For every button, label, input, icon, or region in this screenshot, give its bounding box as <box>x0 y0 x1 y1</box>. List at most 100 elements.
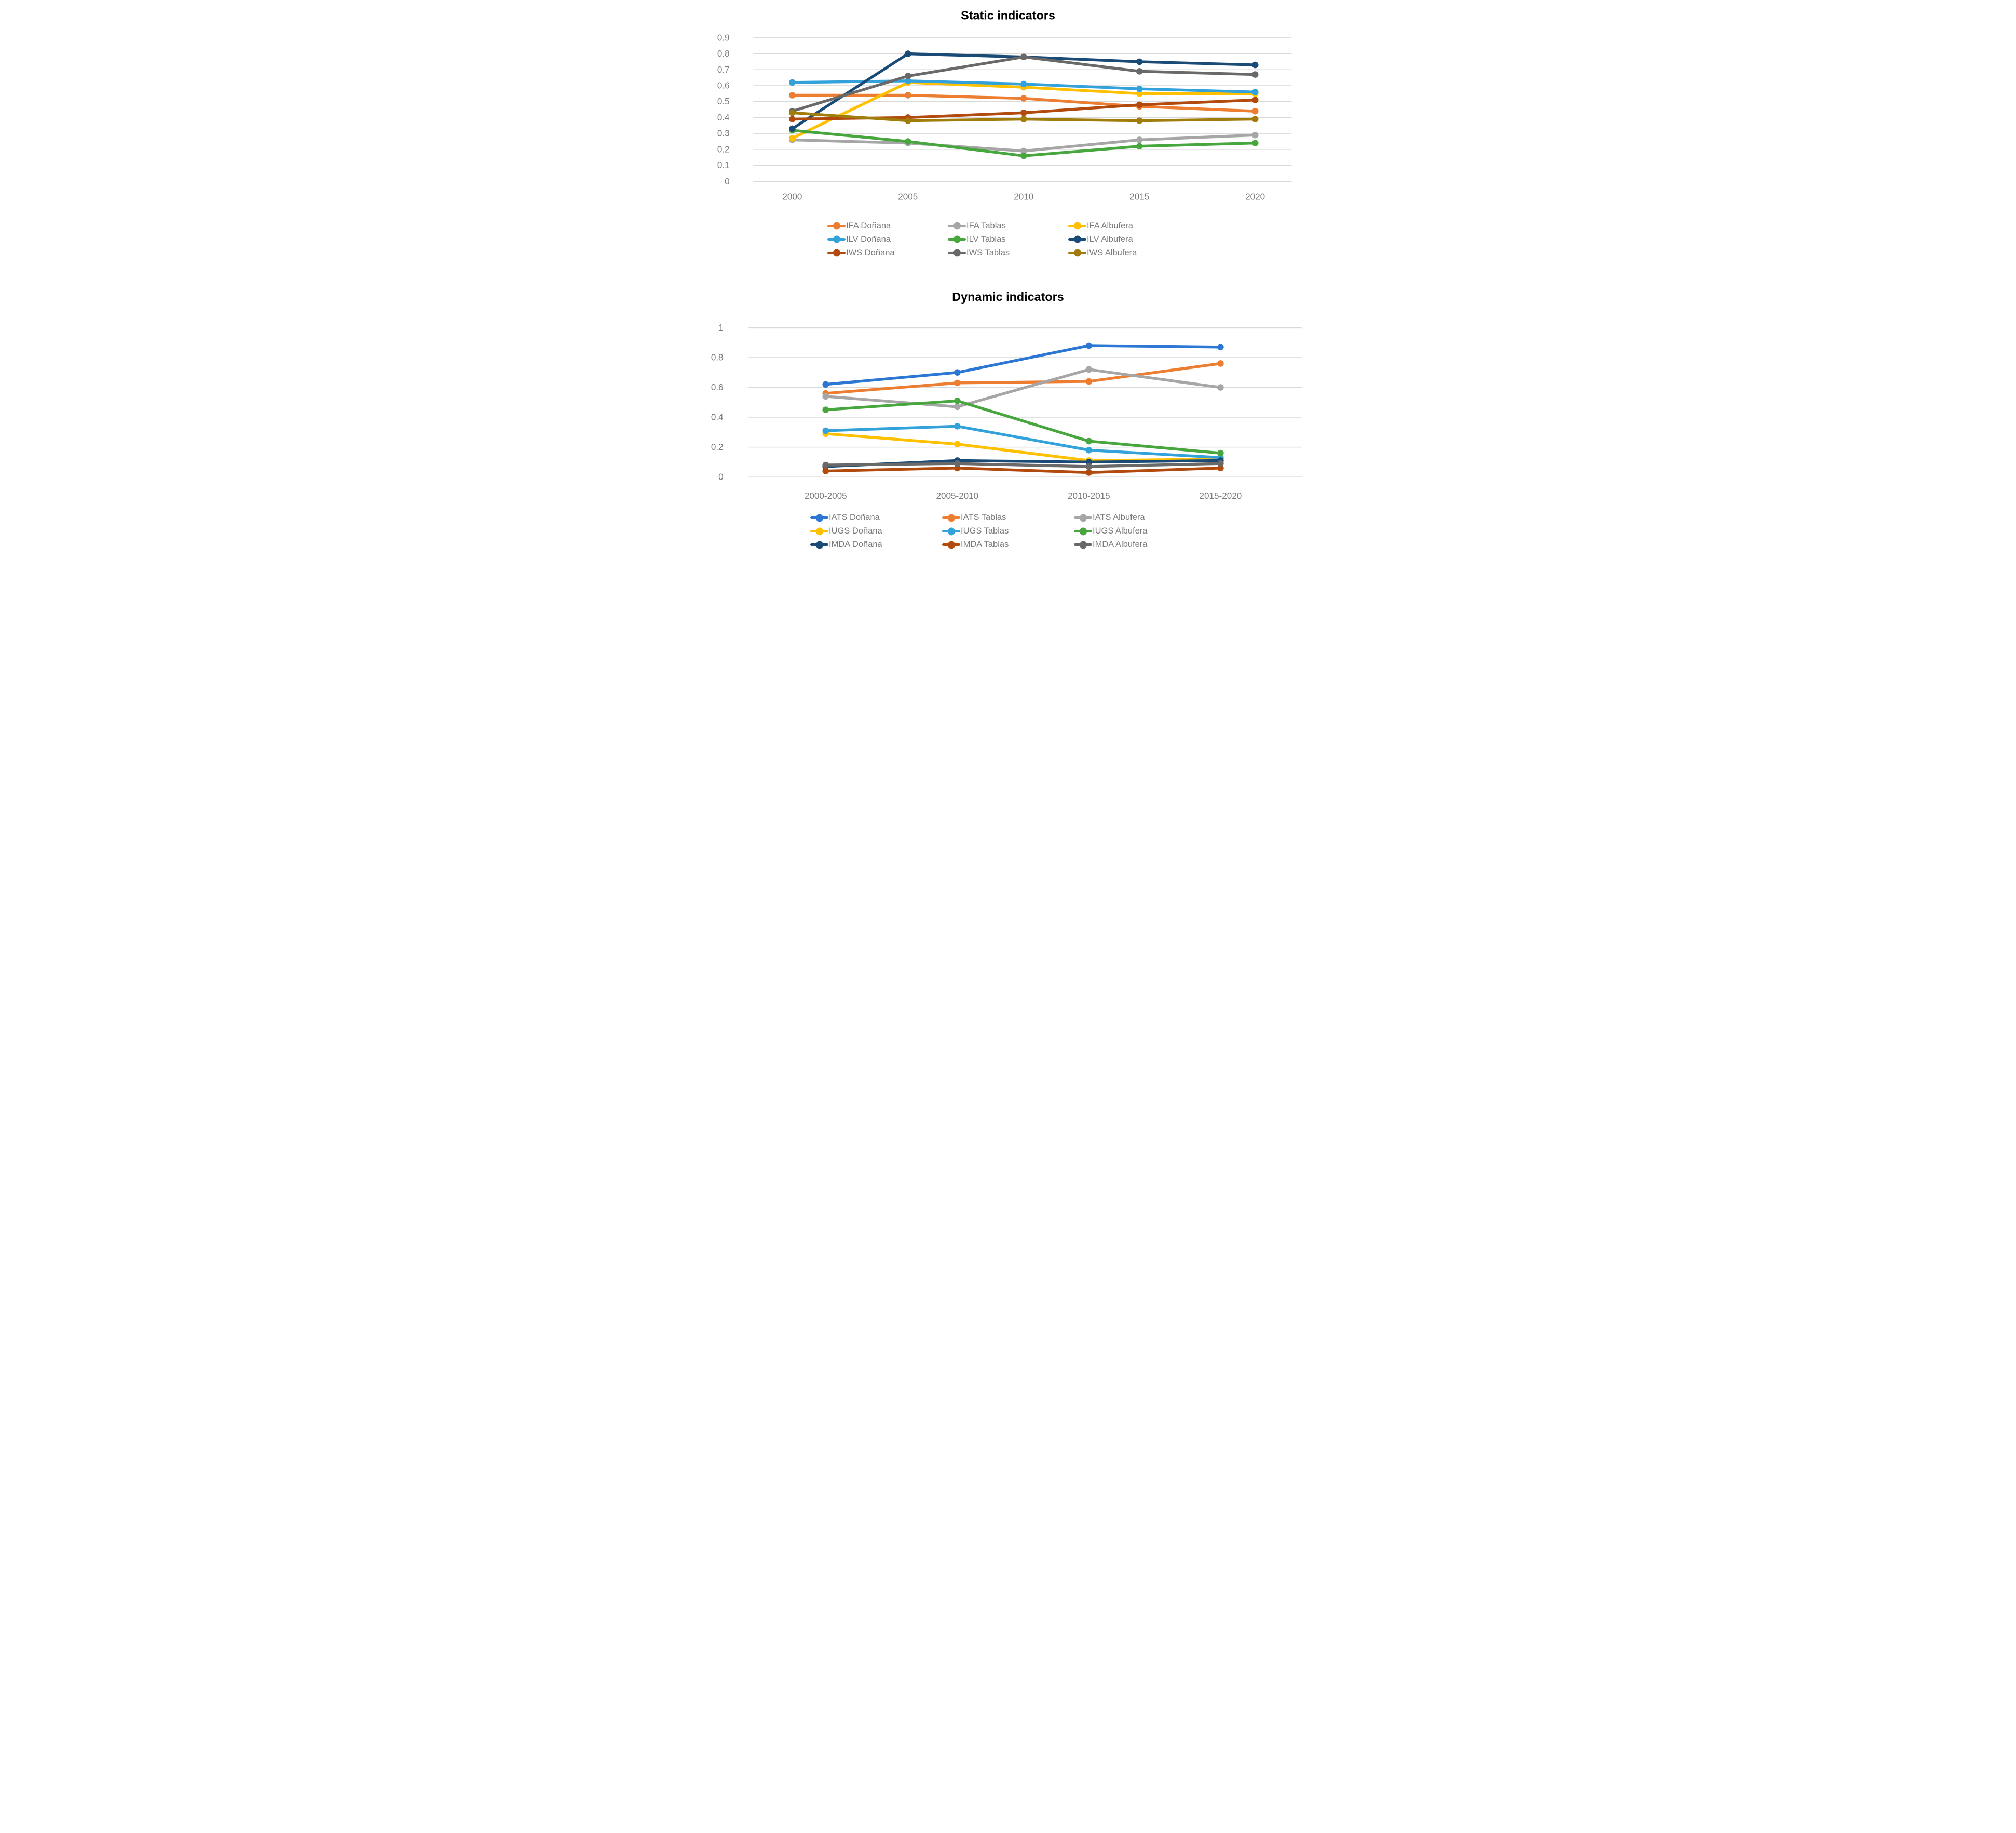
y-tick-label: 1 <box>718 322 724 332</box>
series-line-IMDA-Tablas <box>824 466 1222 474</box>
legend-label: IFA Doñana <box>846 221 891 230</box>
y-tick-label: 0.2 <box>711 442 724 452</box>
static-chart-plot-area: 0.9 0.8 0.7 0.6 0.5 0.4 0.3 0.2 0.1 0 2000 2005 2010… <box>717 33 1292 202</box>
data-point-IFA-Doñana-2005 <box>905 92 911 99</box>
legend-item-IATS-Tablas: IATS Tablas <box>942 511 1074 524</box>
legend-line-marker-icon <box>948 222 966 230</box>
data-point-IWS-Tablas-2010 <box>1020 53 1027 61</box>
data-point-ILV-Doñana-2000 <box>789 79 796 86</box>
legend-item-ILV-Albufera: ILV Albufera <box>1068 233 1189 246</box>
legend-dot-icon <box>815 541 823 549</box>
data-point-IUGS-Albufera-2010-2015 <box>1085 437 1093 444</box>
legend-label: IUGS Albufera <box>1093 526 1148 536</box>
data-point-IUGS-Albufera-2005-2010 <box>954 397 961 404</box>
data-point-IUGS-Albufera-2015-2020 <box>1217 449 1224 456</box>
data-point-IATS-Tablas-2005-2010 <box>954 379 961 386</box>
legend-label: IATS Tablas <box>961 513 1006 523</box>
data-point-ILV-Tablas-2020 <box>1251 140 1259 146</box>
legend-line-marker-icon <box>827 222 846 230</box>
data-point-IFA-Doñana-2020 <box>1251 107 1259 115</box>
legend-label: IATS Doñana <box>829 513 880 523</box>
legend-line-marker-icon <box>942 514 960 522</box>
legend-dot-icon <box>947 514 955 522</box>
figure-page: Static indicators 0.9 0.8 0.7 0.6 0.5 0.4 0.3 0… <box>706 0 1310 561</box>
legend-item-ILV-Doñana: ILV Doñana <box>827 233 948 246</box>
series-line-IATS-Albufera <box>824 367 1222 408</box>
data-point-IMDA-Albufera-2010-2015 <box>1085 463 1093 470</box>
series-line-IUGS-Tablas <box>824 425 1222 459</box>
data-point-IATS-Doñana-2010-2015 <box>1085 342 1093 349</box>
legend-line-marker-icon <box>942 541 960 549</box>
legend-item-IUGS-Tablas: IUGS Tablas <box>942 525 1074 538</box>
data-point-IWS-Tablas-2020 <box>1251 71 1259 78</box>
legend-item-IWS-Tablas: IWS Tablas <box>948 247 1068 259</box>
dynamic-indicators-chart: Dynamic indicators 1 0.8 0.6 0.4 0.2 0 2000-20… <box>711 290 1302 501</box>
y-tick-label: 0.8 <box>711 352 724 362</box>
series-line-IUGS-Doñana <box>824 432 1222 462</box>
legend-line-marker-icon <box>810 514 828 522</box>
data-point-ILV-Tablas-2015 <box>1136 143 1143 150</box>
data-point-IWS-Albufera-2020 <box>1251 116 1259 122</box>
y-tick-label: 0.8 <box>717 49 730 59</box>
y-tick-label: 0.4 <box>717 113 730 122</box>
legend-dot-icon <box>1079 527 1087 536</box>
data-point-IWS-Doñana-2015 <box>1136 101 1143 108</box>
legend-dot-icon <box>947 541 955 549</box>
legend-dot-icon <box>953 235 961 243</box>
legend-label: IFA Albufera <box>1087 221 1133 230</box>
y-tick-label: 0 <box>718 472 724 482</box>
data-point-IWS-Albufera-2000 <box>789 109 796 116</box>
legend-dot-icon <box>1079 514 1087 522</box>
legend-line-marker-icon <box>810 541 828 549</box>
data-point-IMDA-Tablas-2005-2010 <box>954 464 961 471</box>
data-point-ILV-Doñana-2020 <box>1251 89 1259 95</box>
data-point-ILV-Doñana-2015 <box>1136 85 1143 92</box>
legend-label: ILV Albufera <box>1087 234 1133 244</box>
y-tick-label: 0.3 <box>717 129 730 139</box>
legend-line-marker-icon <box>827 235 846 243</box>
y-tick-label: 0.5 <box>717 97 730 106</box>
x-tick-label: 2015-2020 <box>1200 491 1242 501</box>
x-tick-label: 2000-2005 <box>805 491 847 501</box>
legend-dot-icon <box>833 249 840 257</box>
x-tick-label: 2000 <box>782 192 802 202</box>
legend-item-IFA-Doñana: IFA Doñana <box>827 220 948 232</box>
legend-item-IMDA-Albufera: IMDA Albufera <box>1074 538 1206 551</box>
legend-line-marker-icon <box>1068 235 1086 243</box>
data-point-IFA-Tablas-2020 <box>1251 131 1259 139</box>
data-point-IMDA-Tablas-2000-2005 <box>822 467 829 474</box>
legend-dot-icon <box>833 222 840 230</box>
data-point-ILV-Albufera-2005 <box>905 50 911 57</box>
legend-label: IMDA Tablas <box>961 540 1009 550</box>
data-point-IFA-Albufera-2015 <box>1136 90 1143 97</box>
legend-label: IWS Albufera <box>1087 248 1137 257</box>
data-point-ILV-Albufera-2000 <box>789 125 796 132</box>
legend-dot-icon <box>947 527 955 536</box>
dynamic-indicators-figure: Dynamic indicators 1 0.8 0.6 0.4 0.2 0 2000-20… <box>706 285 1310 552</box>
legend-item-ILV-Tablas: ILV Tablas <box>948 233 1068 246</box>
x-tick-label: 2010 <box>1014 192 1033 202</box>
static-chart-legend: IFA Doñana IFA Tablas IFA Albufera ILV Doña… <box>706 220 1310 259</box>
static-indicators-figure: Static indicators 0.9 0.8 0.7 0.6 0.5 0.4 0.3 0… <box>706 1 1310 259</box>
legend-item-IFA-Tablas: IFA Tablas <box>948 220 1068 232</box>
legend-line-marker-icon <box>1074 527 1092 536</box>
data-point-IATS-Albufera-2015-2020 <box>1217 384 1224 391</box>
data-point-IATS-Doñana-2000-2005 <box>822 381 829 388</box>
data-point-IFA-Tablas-2010 <box>1020 147 1027 155</box>
series-line-IATS-Doñana <box>824 344 1222 386</box>
data-point-IMDA-Tablas-2015-2020 <box>1217 464 1224 471</box>
legend-item-IATS-Albufera: IATS Albufera <box>1074 511 1206 524</box>
legend-label: IMDA Doñana <box>829 540 882 550</box>
x-tick-label: 2005 <box>898 192 918 202</box>
legend-label: IWS Tablas <box>966 248 1010 257</box>
data-point-IWS-Doñana-2010 <box>1020 109 1027 116</box>
data-point-IFA-Doñana-2000 <box>789 92 796 99</box>
legend-line-marker-icon <box>1074 514 1092 522</box>
x-tick-label: 2015 <box>1129 192 1149 202</box>
legend-label: ILV Doñana <box>846 234 891 244</box>
data-point-IATS-Tablas-2010-2015 <box>1085 378 1093 385</box>
legend-item-IMDA-Doñana: IMDA Doñana <box>810 538 942 551</box>
data-point-ILV-Albufera-2015 <box>1136 58 1143 65</box>
data-point-IATS-Tablas-2015-2020 <box>1217 360 1224 367</box>
data-point-IATS-Albufera-2010-2015 <box>1085 366 1093 373</box>
